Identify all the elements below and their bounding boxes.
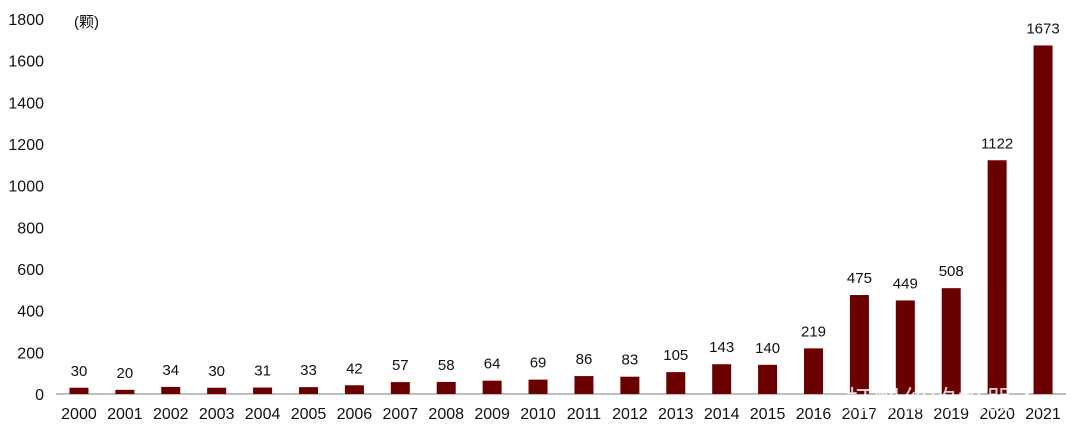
bar [253, 387, 273, 394]
bar [987, 160, 1007, 394]
x-tick-label: 2011 [567, 406, 602, 423]
data-label: 475 [847, 270, 872, 287]
data-label: 1673 [1026, 20, 1059, 37]
x-tick-labels-group: 2000 2001 2002 2003 2004 2005 2006 2007 2008 2009… [61, 406, 1061, 423]
x-tick-label: 2001 [107, 406, 143, 423]
data-label: 30 [208, 363, 225, 380]
x-tick-label: 2002 [153, 406, 189, 423]
y-tick-label: 1400 [8, 95, 44, 112]
x-tick-label: 2005 [291, 406, 327, 423]
bar [390, 382, 410, 394]
bar [207, 387, 227, 394]
y-tick-label: 1000 [8, 179, 44, 196]
y-tick-label: 1200 [8, 137, 44, 154]
data-label: 57 [392, 357, 409, 374]
data-label: 31 [254, 363, 271, 380]
y-unit-label: (颗) [74, 14, 99, 31]
bar [161, 386, 181, 394]
y-tick-label: 200 [17, 345, 44, 362]
y-tick-label: 400 [17, 304, 44, 321]
bar [299, 387, 318, 394]
watermark: 打螺丝的机器人 [846, 386, 1042, 416]
bar [712, 364, 732, 394]
x-tick-label: 2004 [245, 406, 281, 423]
data-label: 86 [576, 351, 593, 368]
data-label: 140 [755, 340, 780, 357]
x-tick-label: 2020 [979, 406, 1015, 423]
bar [69, 387, 89, 394]
data-label: 143 [709, 339, 734, 356]
y-axis: 0 200 400 600 800 1000 1200 1400 1600 1800 [8, 12, 44, 404]
bar [482, 380, 502, 394]
data-label: 30 [71, 363, 88, 380]
x-tick-label: 2000 [61, 406, 97, 423]
x-tick-label: 2008 [428, 406, 464, 423]
x-tick-label: 2012 [612, 406, 648, 423]
data-label: 58 [438, 357, 455, 374]
data-label: 69 [530, 355, 547, 372]
bar [574, 376, 594, 394]
data-label: 33 [300, 362, 317, 379]
x-tick-label: 2014 [704, 406, 740, 423]
bar [115, 389, 135, 394]
data-label: 449 [893, 275, 918, 292]
data-labels-group: 30 20 34 30 31 33 42 57 58 64 69 86 83 105 143 140 219 47… [71, 20, 1060, 381]
x-tick-label: 2017 [842, 406, 878, 423]
bar [895, 300, 915, 394]
data-label: 219 [801, 323, 826, 340]
data-label: 105 [663, 347, 688, 364]
bar [528, 379, 548, 394]
y-tick-label: 1600 [8, 54, 44, 71]
bar [344, 385, 364, 394]
y-tick-label: 1800 [8, 12, 44, 29]
x-tick-label: 2006 [337, 406, 373, 423]
data-label: 83 [622, 352, 639, 369]
x-tick-label: 2018 [888, 406, 924, 423]
data-label: 34 [162, 362, 179, 379]
data-label: 508 [939, 263, 964, 280]
x-tick-label: 2021 [1025, 406, 1061, 423]
data-label: 64 [484, 356, 501, 373]
bar [1033, 45, 1053, 394]
bars-group [69, 45, 1053, 394]
x-tick-label: 2019 [933, 406, 969, 423]
bar [941, 288, 961, 394]
bar [804, 348, 823, 394]
x-tick-label: 2013 [658, 406, 694, 423]
bar [849, 295, 869, 394]
x-tick-label: 2007 [383, 406, 419, 423]
y-tick-label: 600 [17, 262, 44, 279]
bar [758, 364, 778, 394]
x-tick-label: 2015 [750, 406, 786, 423]
y-tick-label: 800 [17, 220, 44, 237]
y-tick-label: 0 [35, 387, 44, 404]
bar [666, 372, 686, 394]
data-label: 42 [346, 360, 363, 377]
data-label: 1122 [981, 135, 1013, 152]
x-tick-label: 2003 [199, 406, 235, 423]
bar [436, 381, 456, 394]
data-label: 20 [117, 365, 134, 382]
x-tick-label: 2016 [796, 406, 832, 423]
bar [620, 376, 640, 394]
x-tick-label: 2010 [520, 406, 556, 423]
x-tick-label: 2009 [474, 406, 510, 423]
